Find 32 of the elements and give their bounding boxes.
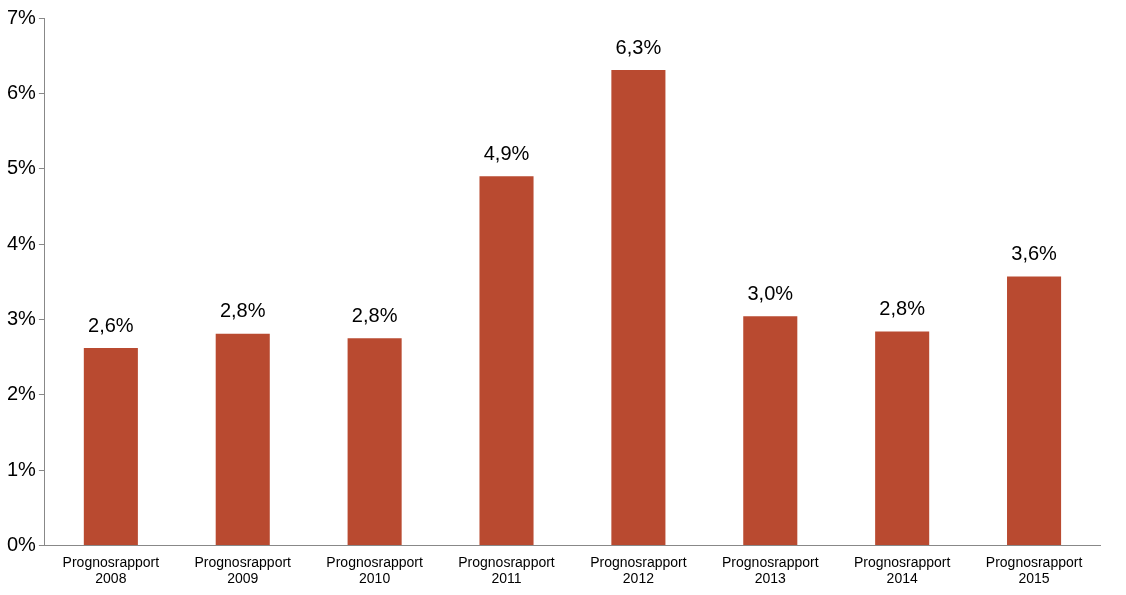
bar [83, 348, 138, 545]
y-tick-label: 3% [7, 306, 37, 329]
x-tick-label: Prognosrapport 2015 [985, 553, 1083, 587]
bar [479, 176, 534, 545]
bar [1007, 276, 1062, 545]
bar [215, 333, 270, 545]
data-label: 2,8% [219, 299, 266, 322]
data-label: 2,6% [88, 313, 134, 336]
x-tick-label: Prognosrapport 2009 [194, 553, 292, 587]
data-label: 4,9% [483, 141, 530, 164]
y-tick-label: 6% [7, 80, 37, 103]
x-tick-label: Prognosrapport 2008 [62, 553, 160, 587]
data-label: 3,6% [1011, 241, 1058, 264]
y-tick-label: 2% [7, 382, 37, 405]
y-tick-label: 5% [7, 156, 37, 179]
x-tick-label: Prognosrapport 2011 [458, 553, 555, 587]
y-tick-label: 4% [7, 231, 37, 254]
bar [347, 338, 402, 545]
x-tick-label: Prognosrapport 2013 [722, 553, 819, 587]
x-tick-label: Prognosrapport 2014 [853, 553, 951, 587]
data-label: 2,8% [351, 303, 398, 326]
bar [743, 316, 798, 545]
data-label: 2,8% [879, 296, 926, 319]
data-label: 6,3% [615, 35, 662, 58]
bar [875, 331, 930, 545]
y-tick-label: 7% [7, 5, 37, 28]
data-label: 3,0% [747, 281, 794, 304]
x-tick-label: Prognosrapport 2010 [326, 553, 423, 587]
bar [611, 69, 666, 545]
y-tick-label: 0% [7, 532, 37, 555]
y-tick-label: 1% [7, 457, 37, 480]
x-tick-label: Prognosrapport 2012 [590, 553, 687, 587]
